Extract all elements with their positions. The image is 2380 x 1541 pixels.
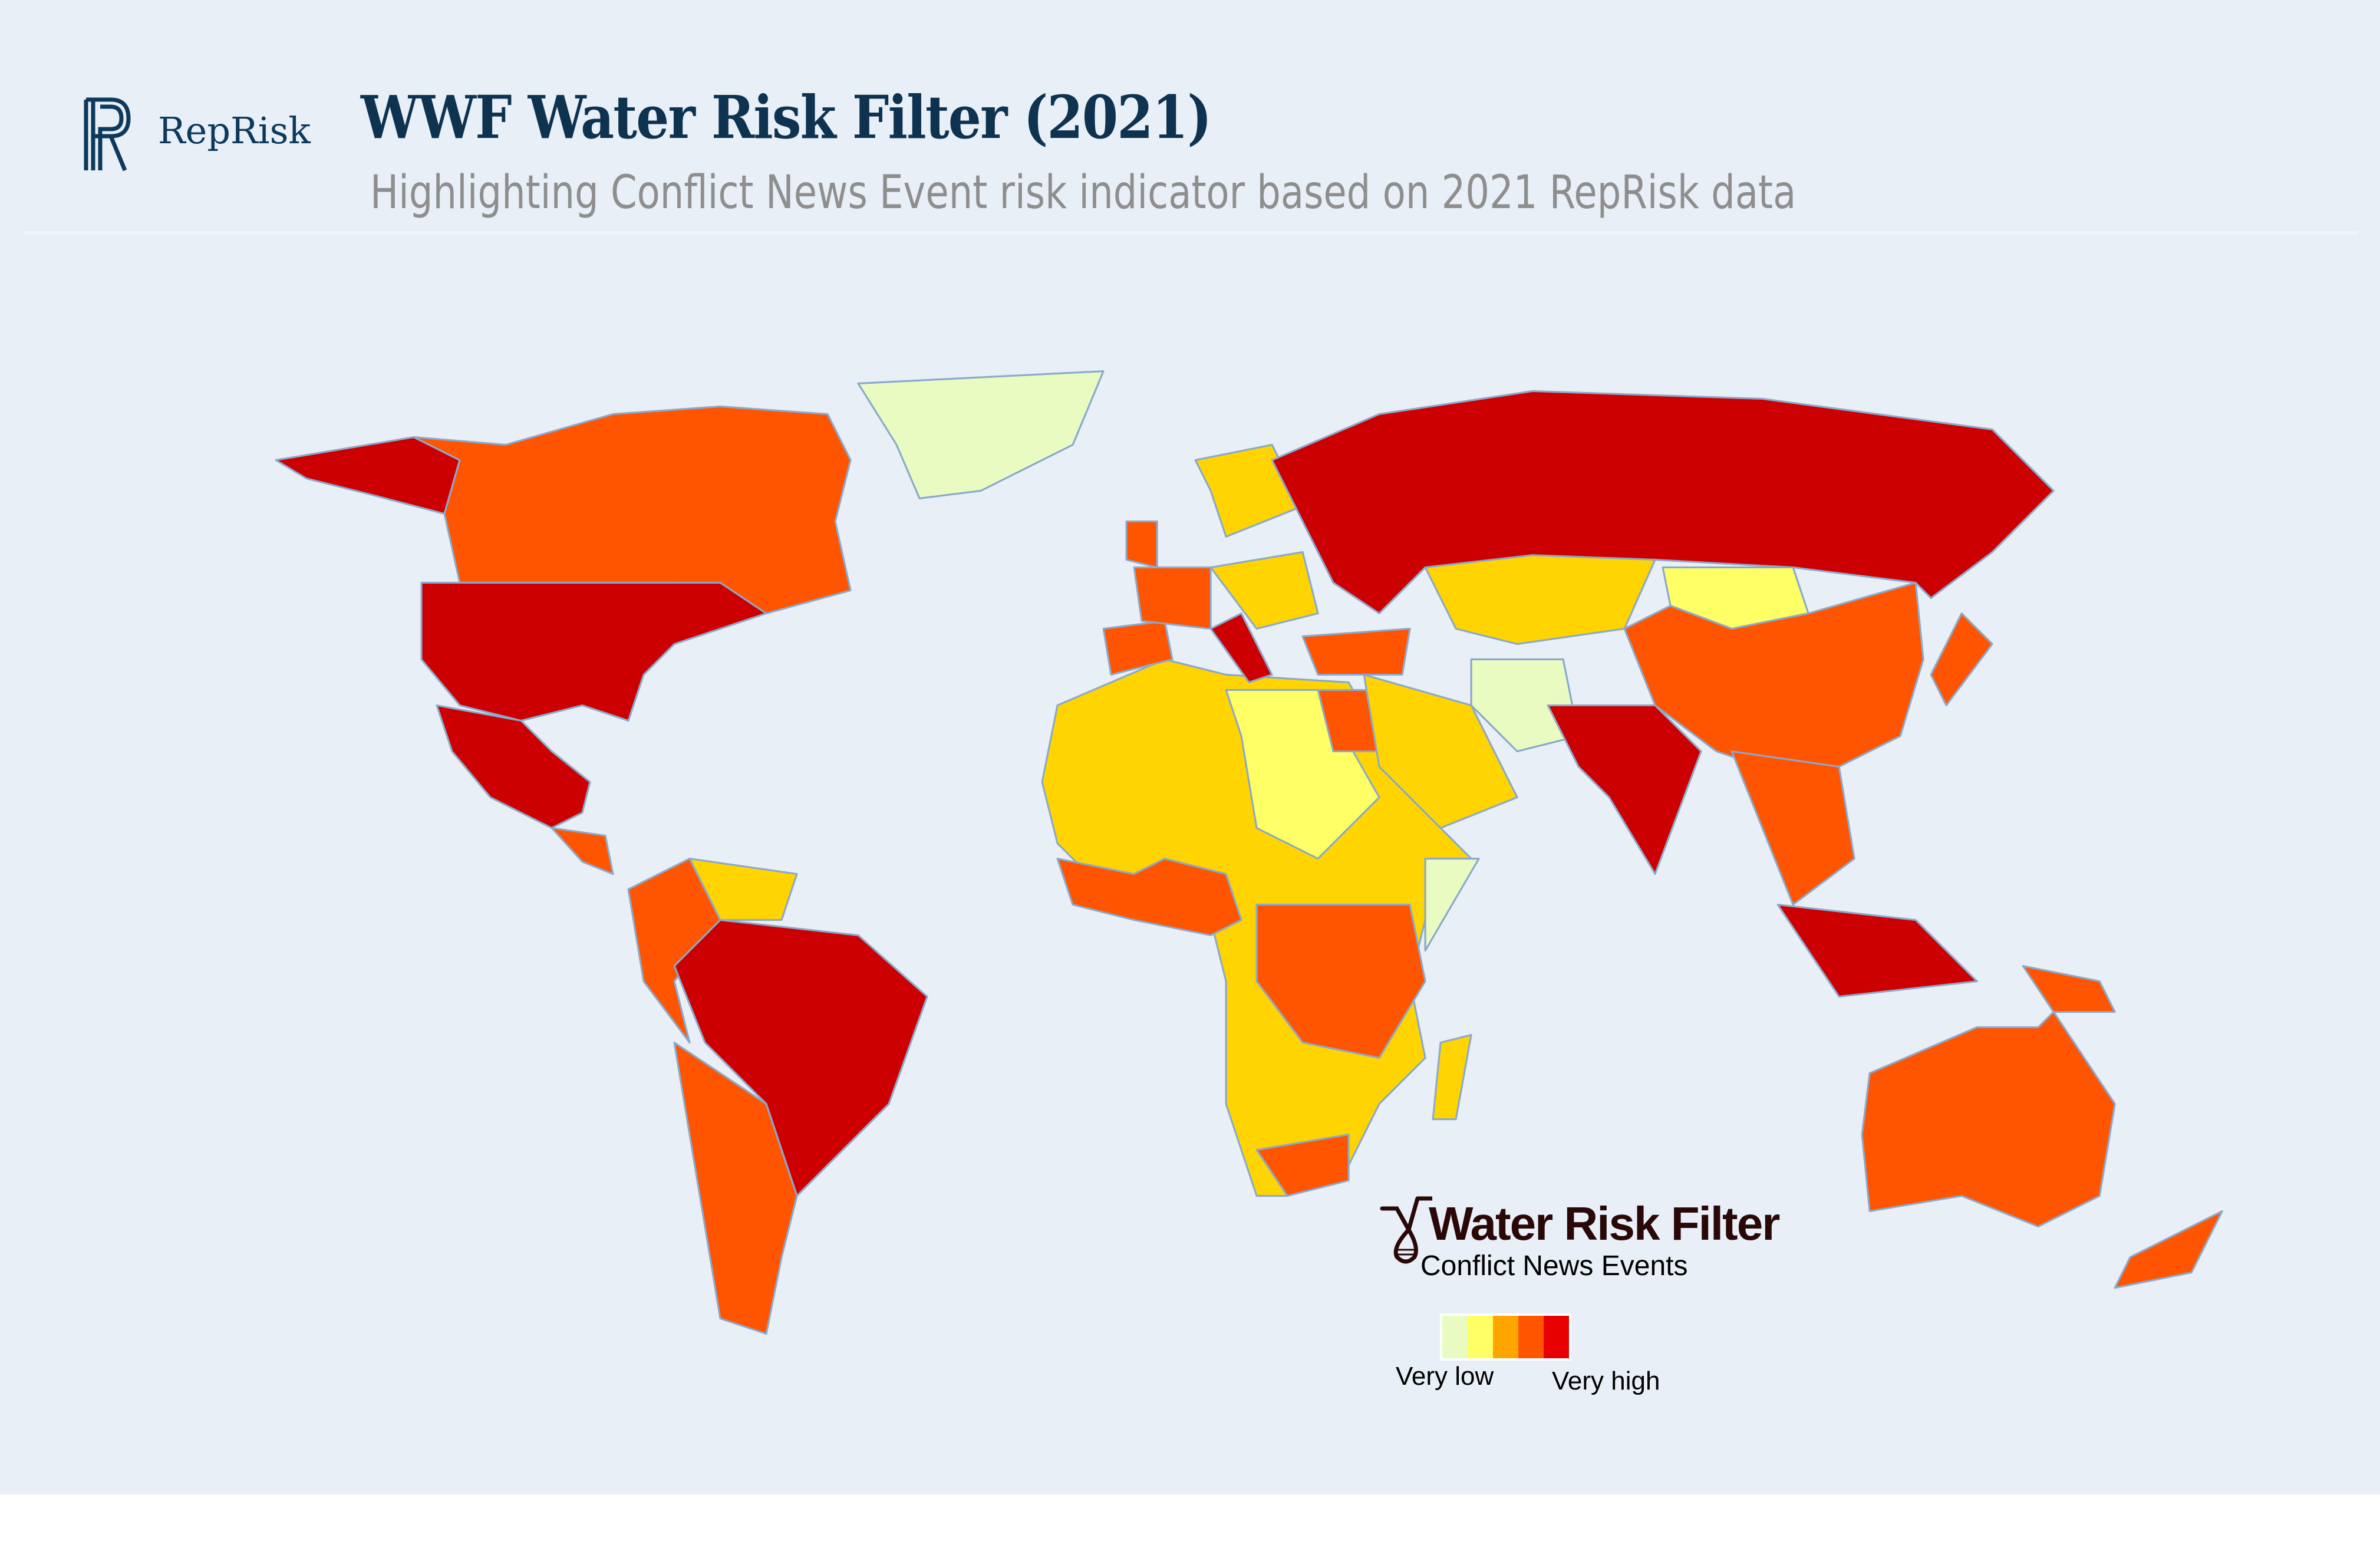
page-title: WWF Water Risk Filter (2021) — [361, 83, 1212, 152]
legend-swatch — [1518, 1316, 1544, 1358]
region-china — [1623, 581, 1924, 783]
legend-swatch — [1468, 1316, 1493, 1358]
region-usa — [420, 581, 767, 722]
region-iberia — [1102, 620, 1173, 676]
region-indonesia — [1776, 903, 1978, 998]
region-southern-cone — [673, 1041, 798, 1335]
region-central-america — [551, 827, 614, 875]
region-france — [1133, 566, 1212, 630]
page-subtitle: Highlighting Conflict News Event risk in… — [370, 166, 1796, 219]
region-greenland — [857, 370, 1105, 500]
legend-color-scale — [1440, 1313, 1571, 1361]
region-russia — [1271, 390, 2055, 615]
region-west-africa — [1056, 857, 1242, 937]
reprisk-logo-icon — [84, 97, 131, 172]
region-mexico — [436, 704, 591, 829]
region-iran — [1470, 658, 1580, 753]
region-india — [1547, 704, 1702, 875]
region-se-asia — [1730, 750, 1855, 906]
region-png — [2022, 964, 2116, 1013]
region-central-africa — [1255, 903, 1426, 1059]
region-new-zealand — [2114, 1210, 2223, 1289]
region-south-africa — [1255, 1133, 1350, 1197]
legend-low-label: Very low — [1396, 1362, 1494, 1391]
region-brazil — [673, 918, 928, 1197]
region-horn — [1424, 857, 1480, 952]
region-australia — [1861, 1010, 2116, 1228]
water-drop-icon — [1380, 1196, 1432, 1264]
region-central-europe — [1209, 551, 1319, 630]
region-kazakhstan — [1424, 554, 1656, 646]
region-japan — [1930, 612, 1993, 707]
divider — [24, 231, 2358, 235]
legend-swatch — [1442, 1316, 1468, 1358]
region-canada — [413, 405, 852, 615]
region-madagascar — [1432, 1033, 1472, 1121]
logo-text: RepRisk — [158, 109, 311, 152]
legend-swatch — [1544, 1316, 1569, 1358]
region-venezuela — [688, 857, 798, 921]
region-arabia — [1363, 673, 1518, 829]
region-alaska — [275, 436, 461, 515]
legend-swatch — [1493, 1316, 1518, 1358]
region-italy — [1209, 612, 1273, 684]
legend-high-label: Very high — [1552, 1367, 1660, 1395]
region-uk — [1125, 520, 1158, 569]
legend-brand: Water Risk Filter — [1429, 1197, 1780, 1250]
region-turkey — [1301, 627, 1411, 676]
legend-indicator: Conflict News Events — [1420, 1250, 1688, 1282]
